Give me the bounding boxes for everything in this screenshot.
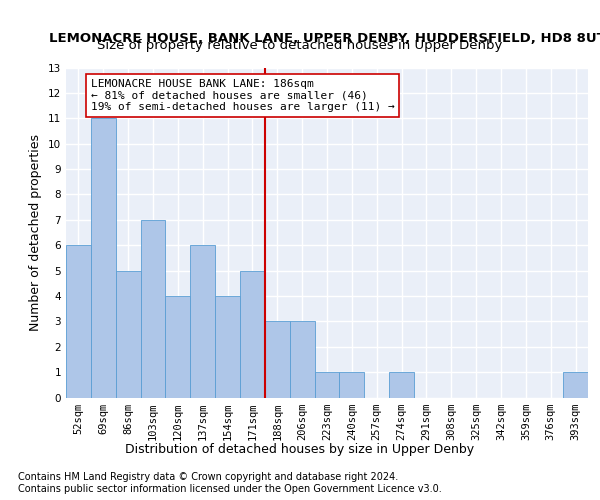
Text: Size of property relative to detached houses in Upper Denby: Size of property relative to detached ho… <box>97 40 503 52</box>
Bar <box>91 118 116 398</box>
Bar <box>116 270 140 398</box>
Bar <box>166 296 190 398</box>
Bar <box>140 220 166 398</box>
Bar <box>215 296 240 398</box>
Text: LEMONACRE HOUSE BANK LANE: 186sqm
← 81% of detached houses are smaller (46)
19% : LEMONACRE HOUSE BANK LANE: 186sqm ← 81% … <box>91 79 395 112</box>
Bar <box>389 372 414 398</box>
Text: Distribution of detached houses by size in Upper Denby: Distribution of detached houses by size … <box>125 442 475 456</box>
Bar <box>265 322 290 398</box>
Bar <box>240 270 265 398</box>
Bar <box>190 245 215 398</box>
Title: LEMONACRE HOUSE, BANK LANE, UPPER DENBY, HUDDERSFIELD, HD8 8UT: LEMONACRE HOUSE, BANK LANE, UPPER DENBY,… <box>49 32 600 46</box>
Bar <box>340 372 364 398</box>
Bar <box>66 245 91 398</box>
Bar <box>314 372 340 398</box>
Text: Contains HM Land Registry data © Crown copyright and database right 2024.: Contains HM Land Registry data © Crown c… <box>18 472 398 482</box>
Text: Contains public sector information licensed under the Open Government Licence v3: Contains public sector information licen… <box>18 484 442 494</box>
Bar <box>563 372 588 398</box>
Bar <box>290 322 314 398</box>
Y-axis label: Number of detached properties: Number of detached properties <box>29 134 43 331</box>
